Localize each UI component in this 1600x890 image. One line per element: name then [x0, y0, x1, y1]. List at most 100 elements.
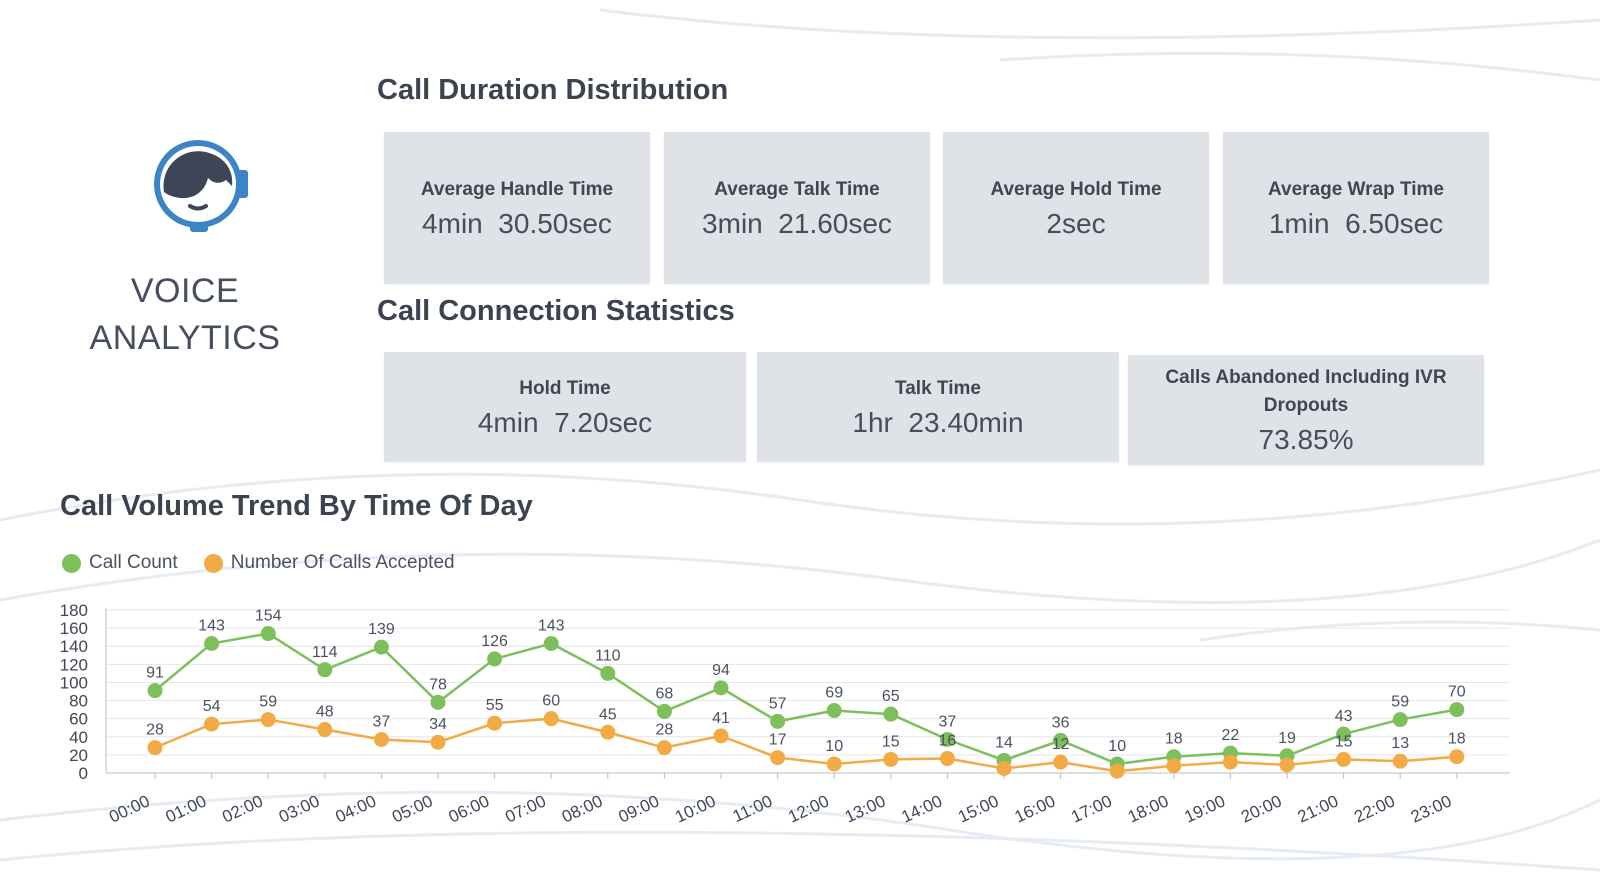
- data-point: [317, 662, 333, 678]
- data-label: 65: [882, 688, 900, 705]
- data-label: 143: [538, 618, 565, 635]
- y-tick-label: 40: [69, 728, 88, 747]
- x-tick-label: 15:00: [955, 791, 1002, 826]
- data-point: [1222, 754, 1238, 770]
- data-point: [487, 651, 503, 667]
- card-value: 3min 21.60sec: [702, 208, 892, 239]
- card-value: 73.85%: [1258, 424, 1354, 455]
- series-line: [154, 717, 1457, 773]
- brand-line-2: ANALYTICS: [89, 319, 281, 357]
- data-label: 28: [656, 722, 674, 739]
- data-point: [713, 728, 729, 744]
- x-tick-label: 04:00: [333, 791, 380, 826]
- data-label: 57: [769, 695, 787, 712]
- data-point: [656, 740, 672, 756]
- x-tick-label: 13:00: [842, 791, 889, 826]
- data-label: 94: [712, 662, 730, 679]
- data-point: [1449, 702, 1465, 718]
- data-point: [204, 716, 220, 732]
- data-label: 18: [1448, 731, 1466, 748]
- data-label: 59: [259, 694, 277, 711]
- x-tick-label: 19:00: [1182, 791, 1229, 826]
- data-label: 114: [312, 644, 338, 661]
- duration-section-title: Call Duration Distribution: [377, 74, 729, 106]
- data-point: [1392, 712, 1408, 728]
- data-label: 19: [1278, 730, 1296, 747]
- card-label: Average Hold Time: [990, 179, 1162, 200]
- data-point: [996, 760, 1012, 776]
- data-point: [260, 712, 276, 728]
- data-point: [1392, 753, 1408, 769]
- card-average-talk-time: Average Talk Time 3min 21.60sec: [664, 132, 930, 284]
- data-label: 10: [825, 738, 843, 755]
- data-label: 10: [1108, 738, 1126, 755]
- data-point: [430, 694, 446, 710]
- data-point: [204, 636, 220, 652]
- x-tick-label: 00:00: [106, 791, 153, 826]
- data-label: 17: [769, 732, 787, 749]
- card-label: Average Handle Time: [420, 179, 614, 200]
- series-line: [154, 632, 1458, 766]
- x-tick-label: 11:00: [730, 791, 775, 826]
- data-point: [1279, 757, 1295, 773]
- x-tick-label: 08:00: [559, 791, 606, 826]
- data-label: 55: [486, 697, 504, 714]
- data-label: 37: [939, 713, 957, 730]
- x-tick-label: 20:00: [1238, 791, 1285, 826]
- x-tick-label: 16:00: [1012, 791, 1059, 826]
- card-value: 1min 6.50sec: [1268, 208, 1444, 239]
- data-point: [770, 750, 786, 766]
- card-label: Talk Time: [895, 378, 981, 399]
- data-label: 59: [1391, 694, 1409, 711]
- data-point: [826, 703, 842, 719]
- data-label: 48: [316, 704, 334, 721]
- data-point: [487, 715, 503, 731]
- data-label: 16: [939, 733, 957, 750]
- x-tick-label: 07:00: [502, 791, 549, 826]
- data-label: 143: [198, 618, 225, 635]
- data-label: 60: [542, 693, 560, 710]
- card-label: Calls Abandoned Including IVR Dropouts: [1165, 367, 1447, 416]
- card-average-wrap-time: Average Wrap Time 1min 6.50sec: [1223, 132, 1489, 284]
- y-tick-label: 160: [60, 619, 88, 638]
- data-point: [373, 639, 389, 655]
- brand-name: VOICE ANALYTICS: [60, 268, 310, 362]
- data-point: [430, 734, 446, 750]
- card-talk-time: Talk Time 1hr 23.40min: [757, 352, 1119, 462]
- data-point: [1449, 749, 1465, 765]
- data-label: 14: [995, 734, 1013, 751]
- headset-agent-icon: [150, 140, 254, 236]
- card-hold-time: Hold Time 4min 7.20sec: [384, 352, 746, 462]
- x-tick-label: 01:00: [163, 791, 210, 826]
- data-label: 69: [825, 685, 843, 702]
- y-tick-label: 0: [79, 764, 88, 783]
- data-label: 22: [1222, 727, 1240, 744]
- data-label: 34: [429, 716, 447, 733]
- x-tick-label: 09:00: [616, 791, 663, 826]
- data-point: [939, 731, 955, 747]
- data-point: [373, 731, 389, 747]
- data-point: [543, 636, 559, 652]
- data-label: 139: [368, 621, 395, 638]
- data-label: 15: [1335, 733, 1353, 750]
- card-label: Average Talk Time: [714, 179, 880, 200]
- data-label: 154: [255, 608, 282, 625]
- card-value: 2sec: [1046, 208, 1106, 239]
- data-point: [1053, 754, 1069, 770]
- data-label: 37: [373, 713, 391, 730]
- data-label: 12: [1052, 736, 1070, 753]
- card-calls-abandoned: Calls Abandoned Including IVR Dropouts 7…: [1128, 355, 1484, 465]
- y-tick-label: 140: [60, 637, 88, 656]
- data-point: [260, 626, 276, 642]
- x-tick-label: 06:00: [446, 791, 493, 826]
- brand-line-1: VOICE: [130, 272, 240, 310]
- data-label: 70: [1448, 684, 1466, 701]
- x-tick-label: 23:00: [1408, 791, 1455, 826]
- data-point: [1166, 758, 1182, 774]
- data-label: 54: [203, 698, 221, 715]
- y-tick-label: 20: [69, 746, 88, 765]
- card-value: 4min 7.20sec: [477, 407, 653, 438]
- x-tick-label: 12:00: [785, 791, 832, 826]
- y-tick-label: 120: [60, 655, 88, 674]
